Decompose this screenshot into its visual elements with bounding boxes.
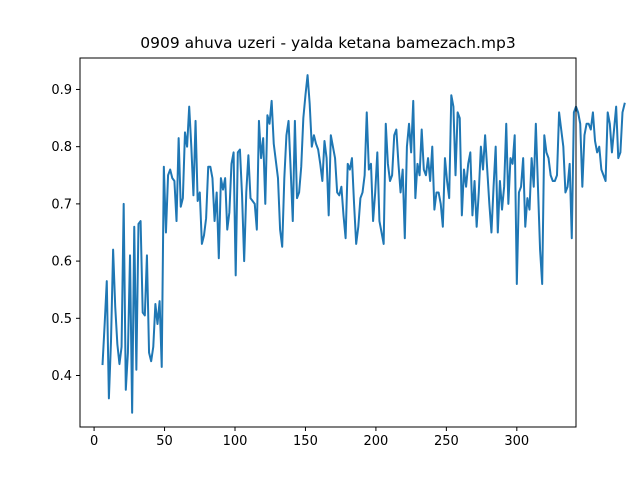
plot-area bbox=[101, 74, 626, 414]
x-tick-label: 100 bbox=[223, 434, 248, 449]
chart-title: 0909 ahuva uzeri - yalda ketana bamezach… bbox=[140, 34, 515, 52]
axes: 0 50 100 150 200 250 300 0.4 0.5 0.6 0.7 0.8 0.9 bbox=[51, 57, 577, 449]
x-tick-label: 200 bbox=[363, 434, 388, 449]
y-tick-label: 0.9 bbox=[51, 83, 72, 98]
x-tick-label: 150 bbox=[293, 434, 318, 449]
y-tick-label: 0.7 bbox=[51, 197, 72, 212]
series-line-0 bbox=[101, 74, 626, 414]
x-tick-label: 0 bbox=[90, 434, 98, 449]
y-tick-label: 0.8 bbox=[51, 140, 72, 155]
axes-frame bbox=[79, 57, 577, 428]
y-tick-label: 0.6 bbox=[51, 255, 72, 270]
x-tick-label: 250 bbox=[434, 434, 459, 449]
x-tick-label: 50 bbox=[156, 434, 173, 449]
y-tick-label: 0.4 bbox=[51, 369, 72, 384]
x-tick-label: 300 bbox=[504, 434, 529, 449]
y-tick-label: 0.5 bbox=[51, 312, 72, 327]
